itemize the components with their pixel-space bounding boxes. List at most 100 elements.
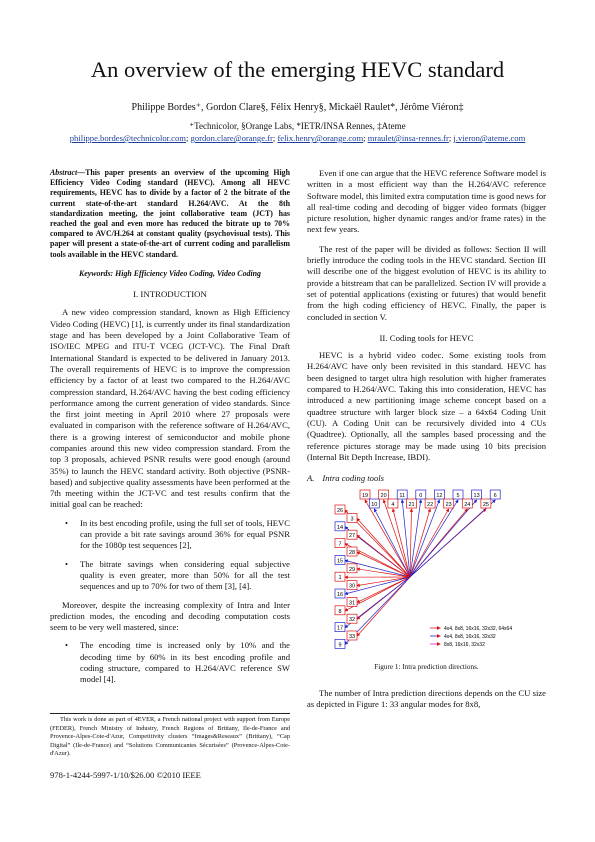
top-mode-label-box xyxy=(471,489,482,500)
top-mode-label: 13 xyxy=(474,493,480,499)
left-mode-label: 15 xyxy=(337,558,343,564)
left-mode-label-box xyxy=(346,563,358,574)
prediction-direction-arrow xyxy=(356,576,411,587)
affiliations: ⁺Technicolor, §Orange Labs, *IETR/INSA R… xyxy=(189,121,406,131)
left-mode-label: 3 xyxy=(350,516,353,522)
left-mode-label: 8 xyxy=(338,609,341,615)
complexity-paragraph: Moreover, despite the increasing complex… xyxy=(50,599,290,633)
prediction-direction-arrow xyxy=(344,576,411,595)
prediction-direction-arrow xyxy=(364,499,411,578)
paragraph: The rest of the paper will be divided as… xyxy=(307,243,546,322)
email-link[interactable]: gordon.clare@orange.fr xyxy=(190,133,273,143)
left-mode-label-box xyxy=(334,571,346,582)
paragraph: Even if one can argue that the HEVC refe… xyxy=(307,168,546,235)
list-item: The encoding time is increased only by 1… xyxy=(65,640,290,685)
legend-label: 4x4, 8x8, 16x16, 32x32, 64x64 xyxy=(444,626,512,632)
top-mode-label-box xyxy=(396,489,408,500)
list-item: The bitrate savings when considering equ… xyxy=(65,559,290,593)
top-mode-label: 24 xyxy=(464,502,470,508)
left-mode-label-box xyxy=(334,622,346,632)
subsection-heading-intra: A. Intra coding tools xyxy=(307,473,546,484)
subsection-title: Intra coding tools xyxy=(322,473,384,484)
top-mode-label-box xyxy=(434,489,445,500)
left-column: Abstract—This paper presents an overview… xyxy=(50,168,290,693)
left-mode-label-box xyxy=(334,588,346,599)
top-mode-label: 4 xyxy=(391,502,394,508)
left-mode-label-box xyxy=(334,538,346,548)
email-link[interactable]: mraulet@insa-rennes.fr xyxy=(367,133,449,143)
left-mode-label-box xyxy=(334,639,346,649)
left-mode-label: 29 xyxy=(349,567,355,573)
left-mode-label-box xyxy=(346,630,358,641)
keywords: Keywords: High Efficiency Video Coding, … xyxy=(78,268,261,278)
paragraph: HEVC is a hybrid video codec. Some exist… xyxy=(307,350,546,462)
top-mode-label-box xyxy=(489,489,501,500)
email-link[interactable]: philippe.bordes@technicolor.com xyxy=(69,133,186,143)
left-mode-label: 28 xyxy=(349,550,355,556)
left-mode-label-box xyxy=(334,504,346,515)
subsection-number: A. xyxy=(307,473,315,484)
right-column: Even if one can argue that the HEVC refe… xyxy=(307,168,546,484)
prediction-direction-arrow xyxy=(409,499,423,578)
top-mode-label-box xyxy=(368,498,380,509)
prediction-direction-arrow xyxy=(409,499,478,578)
intro-paragraph: A new video compression standard, known … xyxy=(50,307,290,510)
prediction-direction-arrow xyxy=(356,517,411,578)
abstract-text: —This paper presents an overview of the … xyxy=(50,168,290,259)
top-mode-label: 0 xyxy=(419,493,422,499)
prediction-direction-arrow xyxy=(409,499,496,578)
top-mode-label-box xyxy=(461,498,473,509)
section-heading-introduction: I. INTRODUCTION xyxy=(133,289,207,300)
left-mode-label: 9 xyxy=(338,642,341,648)
complexity-bullet-list: The encoding time is increased only by 1… xyxy=(65,640,290,685)
top-mode-label-box xyxy=(378,489,389,500)
prediction-direction-arrow xyxy=(373,508,411,578)
top-mode-label-box xyxy=(480,498,492,509)
top-mode-label-box xyxy=(415,489,427,500)
top-mode-label-box xyxy=(359,489,371,500)
email-link[interactable]: felix.henry@orange.com xyxy=(277,133,364,143)
left-mode-label: 26 xyxy=(337,508,343,514)
top-mode-label-box xyxy=(452,489,464,500)
abstract-label: Abstract xyxy=(50,168,78,177)
email-link[interactable]: j.vieron@ateme.com xyxy=(453,133,526,143)
legend-label: 4x4, 8x8, 16x16, 32x32 xyxy=(444,634,496,640)
top-mode-label: 6 xyxy=(494,493,497,499)
author-list: Philippe Bordes⁺, Gordon Clare§, Félix H… xyxy=(131,102,464,113)
prediction-direction-arrow xyxy=(356,567,411,578)
top-mode-label: 5 xyxy=(456,493,459,499)
top-mode-label-box xyxy=(406,498,417,509)
top-mode-label-box xyxy=(424,498,436,509)
left-mode-label: 7 xyxy=(338,542,341,548)
top-mode-label: 23 xyxy=(446,502,452,508)
right-column-continued: The number of Intra prediction direction… xyxy=(307,688,546,711)
left-mode-label: 16 xyxy=(337,592,343,598)
prediction-direction-arrow xyxy=(409,508,450,578)
legend-label: 8x8, 16x16, 32x32 xyxy=(444,642,485,648)
left-mode-label-box xyxy=(346,546,358,557)
figure-caption: Figure 1: Intra prediction directions. xyxy=(374,663,479,671)
paper-title: An overview of the emerging HEVC standar… xyxy=(90,57,505,82)
prediction-direction-arrow xyxy=(391,508,411,578)
prediction-direction-arrow xyxy=(409,508,414,578)
top-mode-label: 20 xyxy=(381,493,387,499)
top-mode-label-box xyxy=(387,498,399,509)
prediction-direction-arrow xyxy=(344,559,411,578)
prediction-direction-arrow xyxy=(409,499,441,578)
left-mode-label: 31 xyxy=(349,600,355,606)
isbn-line: 978-1-4244-5997-1/10/$26.00 ©2010 IEEE xyxy=(50,770,201,780)
left-mode-label-box xyxy=(346,529,358,540)
left-mode-label-box xyxy=(346,580,358,590)
section-heading-coding-tools: II. Coding tools for HEVC xyxy=(379,332,474,343)
top-mode-label: 10 xyxy=(371,502,377,508)
left-mode-label: 17 xyxy=(337,626,343,632)
left-mode-label: 14 xyxy=(337,525,343,531)
prediction-direction-arrow xyxy=(409,508,431,578)
top-mode-label: 12 xyxy=(436,493,442,499)
left-mode-label-box xyxy=(334,605,346,616)
prediction-direction-arrow xyxy=(356,576,411,637)
figure-legend: 4x4, 8x8, 16x16, 32x32, 64x64 4x4, 8x8, 1… xyxy=(430,626,512,648)
left-mode-label: 32 xyxy=(349,617,355,623)
